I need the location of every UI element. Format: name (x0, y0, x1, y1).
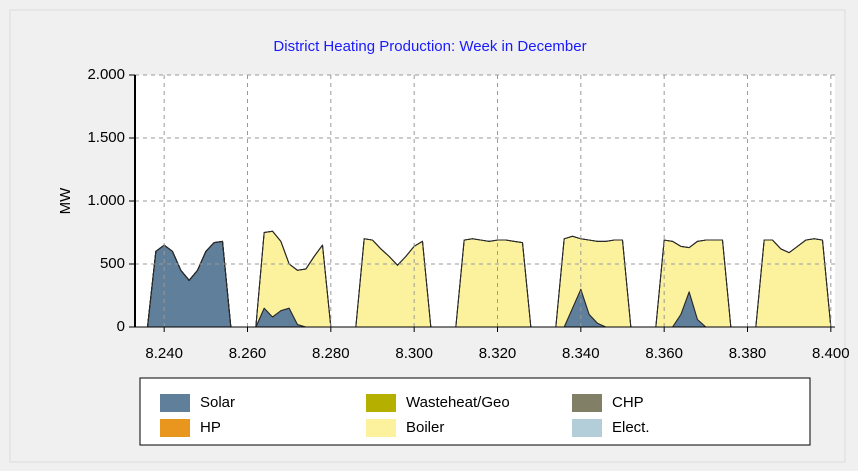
y-tick-label: 2.000 (87, 66, 125, 83)
y-tick-label: 1.000 (87, 192, 125, 209)
legend-label: Boiler (406, 419, 444, 436)
x-tick-label: 8.300 (395, 345, 433, 362)
y-tick-label: 500 (100, 255, 125, 272)
legend-swatch (572, 394, 602, 412)
y-tick-label: 0 (117, 318, 125, 335)
y-axis-label: MW (57, 187, 74, 214)
legend-label: Elect. (612, 419, 650, 436)
x-tick-label: 8.380 (729, 345, 767, 362)
legend-label: CHP (612, 394, 644, 411)
x-tick-label: 8.340 (562, 345, 600, 362)
y-tick-label: 1.500 (87, 129, 125, 146)
x-tick-label: 8.320 (479, 345, 517, 362)
legend-swatch (366, 419, 396, 437)
legend-label: Wasteheat/Geo (406, 394, 510, 411)
legend-swatch (160, 419, 190, 437)
x-tick-label: 8.400 (812, 345, 850, 362)
legend-label: HP (200, 419, 221, 436)
x-tick-label: 8.260 (229, 345, 267, 362)
legend-swatch (572, 419, 602, 437)
legend-label: Solar (200, 394, 235, 411)
chart-title: District Heating Production: Week in Dec… (273, 38, 586, 55)
legend (139, 377, 811, 446)
x-tick-label: 8.280 (312, 345, 350, 362)
legend-swatch (366, 394, 396, 412)
x-tick-label: 8.360 (645, 345, 683, 362)
x-tick-label: 8.240 (145, 345, 183, 362)
legend-swatch (160, 394, 190, 412)
